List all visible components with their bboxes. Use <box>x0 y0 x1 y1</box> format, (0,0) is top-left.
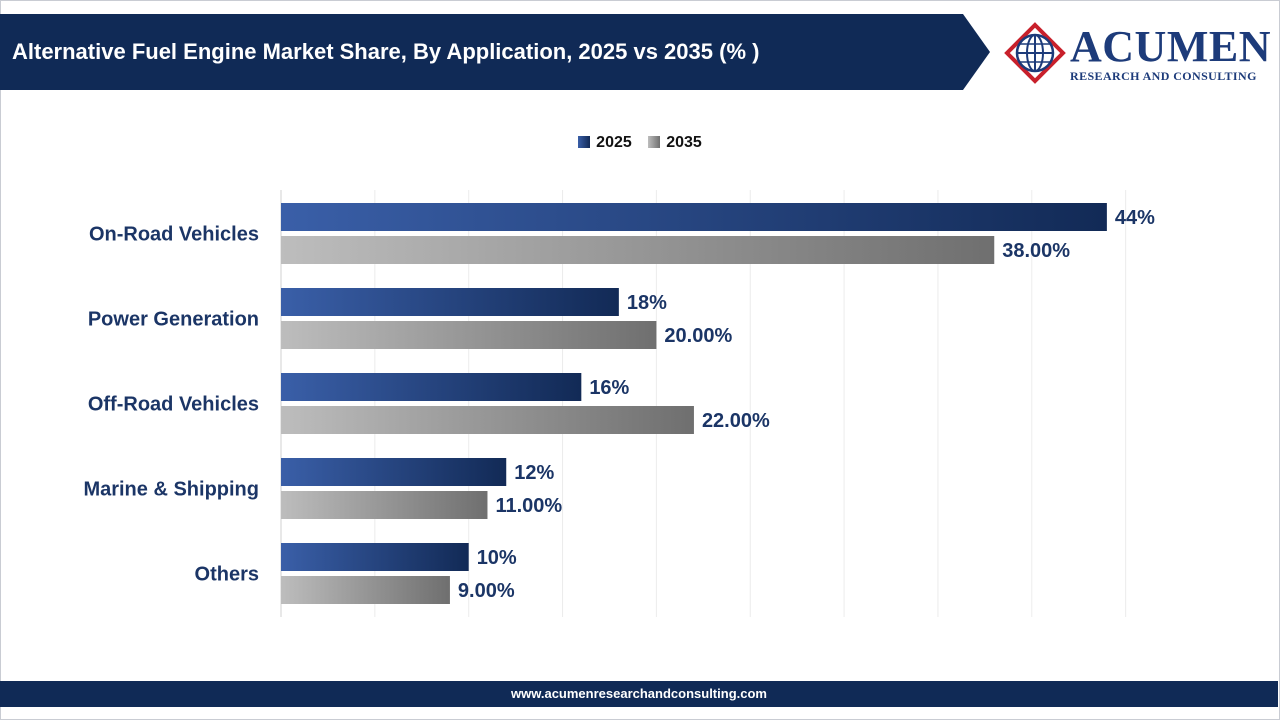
data-label-2025-4: 10% <box>477 547 517 569</box>
data-label-2035-4: 9.00% <box>458 580 515 602</box>
legend-swatch-2025 <box>578 136 591 148</box>
data-label-2025-3: 12% <box>514 462 554 484</box>
bars: On-Road Vehicles 44% 38.00% Power Generatio… <box>83 203 1155 604</box>
data-label-2025-2: 16% <box>589 377 629 399</box>
legend: 2025 2035 <box>0 134 1280 158</box>
logo-subtitle: RESEARCH AND CONSULTING <box>1070 69 1257 83</box>
page-title: Alternative Fuel Engine Market Share, By… <box>12 39 760 64</box>
data-label-2025-0: 44% <box>1115 207 1155 229</box>
bar-2035-4 <box>281 576 450 604</box>
legend-label-2025: 2025 <box>596 134 632 151</box>
bar-2035-3 <box>281 491 488 519</box>
category-label: Power Generation <box>88 309 259 331</box>
legend-item-2025: 2025 <box>578 134 632 152</box>
bar-2035-2 <box>281 406 694 434</box>
data-label-2035-2: 22.00% <box>702 410 770 432</box>
data-label-2035-3: 11.00% <box>495 495 562 517</box>
data-label-2025-1: 18% <box>627 292 667 314</box>
header-band <box>0 14 990 90</box>
bar-2025-0 <box>281 203 1107 231</box>
legend-label-2035: 2035 <box>666 134 702 151</box>
legend-swatch-2035 <box>648 136 661 148</box>
footer-url: www.acumenresearchandconsulting.com <box>0 681 1278 707</box>
category-label: Off-Road Vehicles <box>88 394 259 416</box>
bar-2035-0 <box>281 236 995 264</box>
data-label-2035-0: 38.00% <box>1002 240 1070 262</box>
data-label-2035-1: 20.00% <box>664 325 732 347</box>
bar-2025-2 <box>281 373 582 401</box>
category-label: On-Road Vehicles <box>89 224 259 246</box>
category-label: Others <box>195 564 259 586</box>
bar-2035-1 <box>281 321 657 349</box>
bar-2025-1 <box>281 288 619 316</box>
globe-icon <box>1004 22 1066 84</box>
legend-item-2035: 2035 <box>648 134 702 152</box>
category-label: Marine & Shipping <box>83 479 259 501</box>
logo-name: ACUMEN <box>1070 22 1271 71</box>
acumen-logo: ACUMEN RESEARCH AND CONSULTING <box>1004 22 1270 86</box>
bar-2025-4 <box>281 543 469 571</box>
bar-2025-3 <box>281 458 507 486</box>
